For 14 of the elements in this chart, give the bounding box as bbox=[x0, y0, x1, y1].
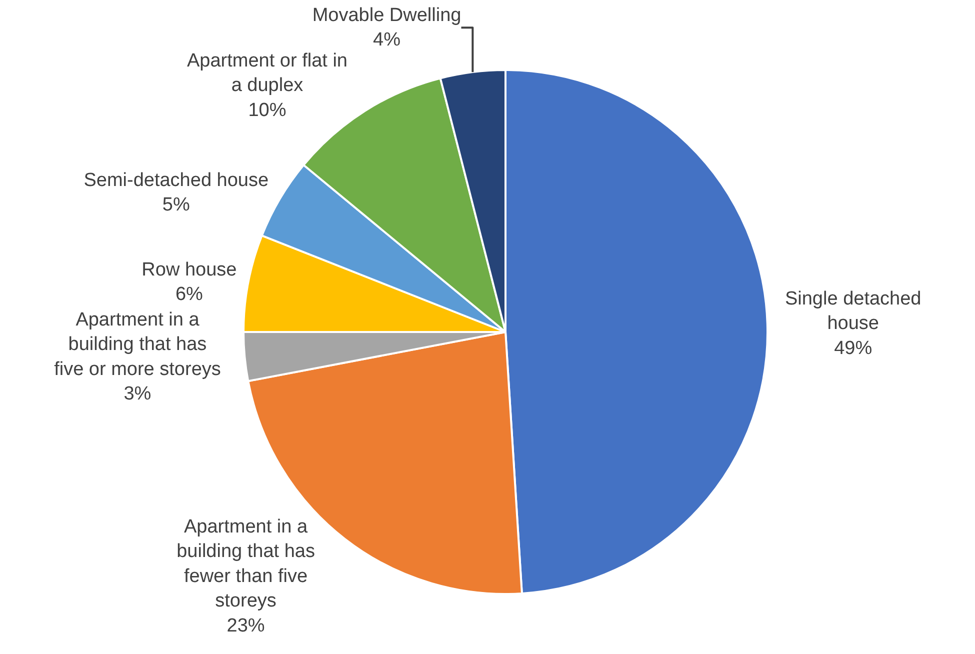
data-label: 3% bbox=[124, 384, 152, 405]
slice-label: Apartment in a building that has fewer than five storeys bbox=[176, 516, 315, 612]
data-label: 23% bbox=[226, 615, 265, 636]
slice-label: Single detached house bbox=[784, 288, 922, 334]
data-label: 5% bbox=[162, 194, 190, 216]
slice-label: Apartment in a building that has five or more storeys bbox=[54, 310, 221, 380]
data-label: 4% bbox=[373, 29, 401, 50]
data-label: 49% bbox=[834, 338, 872, 359]
slice-label: Semi-detached house bbox=[84, 170, 269, 191]
slice-label: Apartment or flat in a duplex bbox=[186, 50, 348, 96]
slice-label: Row house bbox=[142, 259, 237, 280]
slice-label: Movable Dwelling bbox=[312, 4, 462, 26]
data-label: 6% bbox=[175, 284, 204, 305]
data-label: 10% bbox=[248, 100, 286, 121]
